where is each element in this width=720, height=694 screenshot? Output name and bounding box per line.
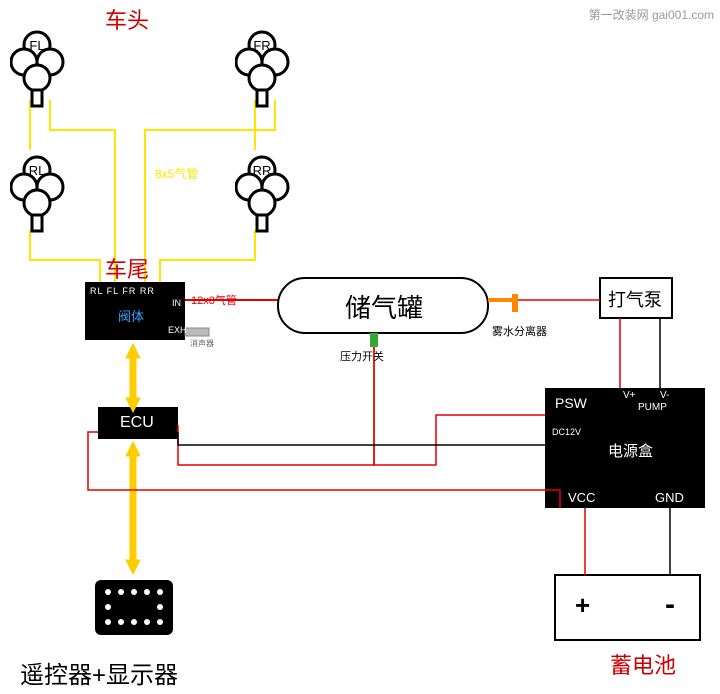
exh-label: EXH [168,325,187,335]
powerbox-label: 电源盒 [608,440,653,461]
valve-in: IN [172,298,181,308]
gnd-label: GND [655,490,684,505]
psw-label: PSW [555,395,587,411]
rear-label: 车尾 [105,252,149,284]
remote-label: 遥控器+显示器 [20,655,178,690]
front-label: 车头 [105,3,149,35]
battery-minus: - [665,588,675,622]
pump-port-label: PUMP [638,402,667,413]
silencer-label: 消声器 [190,338,214,349]
svg-text:FR: FR [253,38,270,53]
svg-text:RL: RL [29,163,46,178]
tank-label: 储气罐 [345,288,423,325]
pressure-sw-label: 压力开关 [340,348,384,364]
valve-label: 阀体 [118,306,144,325]
valve-ports: RL FL FR RR [90,286,155,296]
battery-plus: + [575,590,590,621]
ecu-label: ECU [120,414,154,432]
vcc-label: VCC [568,490,595,505]
battery-label: 蓄电池 [610,648,676,680]
pipe128-label: 12x8气管 [191,292,237,308]
svg-text:RR: RR [253,163,272,178]
separator-label: 雾水分离器 [492,323,547,339]
wiring-layer [0,0,720,694]
pipe85-label: 8x5气管 [155,165,198,182]
svg-text:FL: FL [29,38,44,53]
dc12v-label: DC12V [552,427,581,437]
vminus-label: V- [660,390,669,401]
vplus-label: V+ [623,390,636,401]
pump-label: 打气泵 [608,286,662,312]
